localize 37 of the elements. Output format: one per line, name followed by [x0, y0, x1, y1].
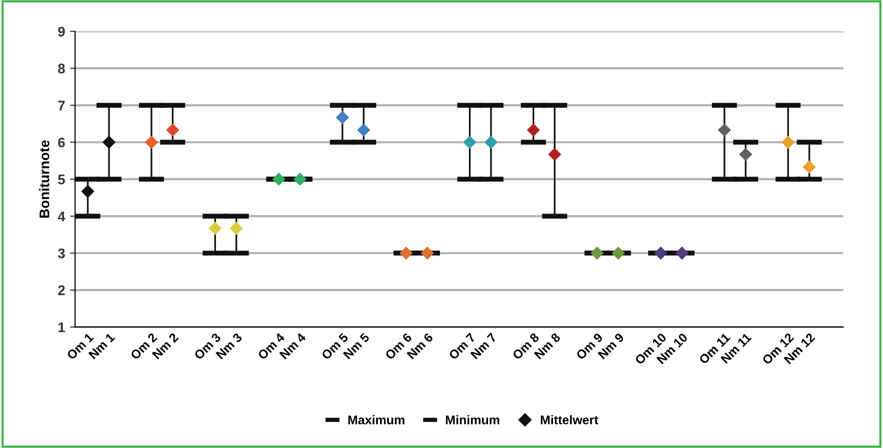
point: [526, 123, 540, 137]
point: [208, 222, 222, 235]
y-tick-label: 9: [58, 26, 65, 37]
point: [420, 246, 434, 260]
point: [484, 136, 498, 149]
point: [782, 136, 795, 149]
y-tick-label: 3: [58, 248, 65, 258]
legend-label: Mittelwert: [540, 415, 598, 424]
point: [802, 160, 816, 174]
point: [357, 123, 370, 137]
point: [548, 148, 562, 162]
point: [463, 136, 476, 149]
point: [102, 136, 116, 149]
y-tick-label: 5: [58, 174, 65, 184]
y-tick-label: 8: [58, 64, 65, 74]
y-tick-label: 1: [58, 322, 65, 332]
point: [590, 246, 604, 260]
point: [166, 123, 180, 137]
y-axis-title: Boniturnote: [39, 140, 50, 218]
point: [81, 184, 94, 198]
point: [612, 246, 625, 260]
point: [230, 222, 243, 235]
y-tick-label: 6: [58, 138, 65, 148]
point: [272, 172, 286, 186]
point: [144, 136, 158, 149]
point: [739, 148, 752, 162]
legend-label: Maximum: [348, 415, 404, 424]
point: [336, 110, 350, 124]
y-tick-label: 4: [58, 212, 66, 222]
point: [675, 246, 689, 260]
y-tick-label: 7: [58, 100, 65, 110]
point: [718, 123, 732, 137]
y-tick-label: 2: [58, 285, 65, 296]
point: [654, 246, 668, 260]
legend-label: Minimum: [446, 415, 500, 424]
point: [400, 246, 413, 260]
point: [293, 172, 307, 186]
